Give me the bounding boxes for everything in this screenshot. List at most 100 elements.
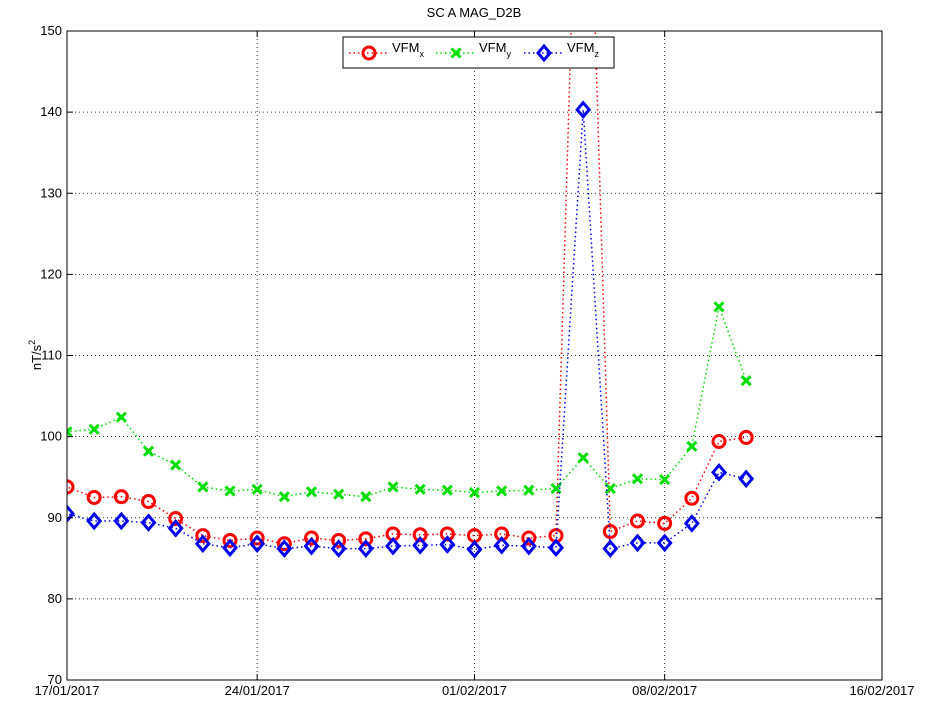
legend-item-y: VFMy xyxy=(436,40,511,59)
x-marker xyxy=(577,452,589,464)
x-marker xyxy=(305,486,318,498)
circle-marker xyxy=(684,490,700,506)
circle-marker xyxy=(602,524,618,540)
x-marker-stroke xyxy=(305,486,318,498)
diamond-marker xyxy=(194,534,211,554)
diamond-marker xyxy=(330,539,347,558)
x-marker xyxy=(450,47,462,59)
x-marker-stroke xyxy=(713,301,725,313)
circle-marker xyxy=(168,511,184,527)
circle-marker xyxy=(630,513,645,529)
x-marker-stroke xyxy=(496,485,508,497)
diamond-marker xyxy=(683,514,700,533)
circle-marker xyxy=(113,489,129,505)
legend-label-subscript: x xyxy=(419,49,424,59)
y-axis-label-superscript: 2 xyxy=(27,340,37,345)
diamond-marker xyxy=(439,535,456,554)
diamond-marker xyxy=(249,534,266,554)
legend-label: VFMx xyxy=(392,40,424,59)
circle-marker xyxy=(276,536,292,552)
x-marker-stroke xyxy=(659,474,671,486)
x-marker-stroke xyxy=(631,473,644,485)
x-marker xyxy=(67,426,73,438)
diamond-marker xyxy=(466,540,483,559)
circle-marker xyxy=(361,45,377,61)
y-axis-label: nT/s2 xyxy=(27,340,44,370)
y-tick-label: 130 xyxy=(40,185,62,200)
x-marker-stroke xyxy=(115,411,127,423)
diamond-marker xyxy=(602,539,619,558)
circle-marker xyxy=(711,433,727,449)
x-marker-stroke xyxy=(604,482,616,495)
diamond-marker xyxy=(385,536,401,556)
y-tick-label: 110 xyxy=(41,348,62,363)
x-marker xyxy=(414,483,426,495)
x-marker xyxy=(197,481,209,493)
x-marker xyxy=(496,485,508,497)
legend-label: VFMz xyxy=(567,40,599,59)
x-marker xyxy=(713,301,725,313)
x-marker xyxy=(686,440,698,452)
x-marker xyxy=(441,484,453,496)
x-marker xyxy=(170,459,182,471)
series-line-y xyxy=(67,304,747,498)
diamond-marker xyxy=(536,43,552,63)
circle-marker xyxy=(86,489,102,505)
diamond-marker xyxy=(303,536,320,556)
x-marker-stroke xyxy=(523,484,535,496)
y-tick-label: 100 xyxy=(40,429,62,444)
x-marker xyxy=(142,445,155,457)
legend: VFMx VFMy VFMz xyxy=(342,36,615,69)
legend-item-x: VFMx xyxy=(349,40,424,61)
y-tick-label: 80 xyxy=(48,591,62,606)
x-marker-stroke xyxy=(278,491,290,503)
x-marker xyxy=(333,488,345,500)
series-line-x xyxy=(67,31,747,545)
x-marker xyxy=(278,491,290,503)
diamond-marker xyxy=(140,513,157,532)
circle-marker xyxy=(67,479,75,495)
circle-marker xyxy=(195,528,211,544)
series-x xyxy=(67,31,754,552)
legend-label-base: VFM xyxy=(567,40,594,55)
diamond-marker xyxy=(167,518,184,538)
diamond-marker xyxy=(548,538,564,558)
circle-marker xyxy=(358,531,374,547)
circle-marker xyxy=(331,532,347,548)
circle-marker xyxy=(141,494,156,510)
diamond-marker xyxy=(520,536,537,556)
diamond-marker xyxy=(629,533,646,553)
diamond-marker xyxy=(493,536,510,555)
diamond-marker xyxy=(656,533,673,553)
x-marker-stroke xyxy=(441,484,453,496)
x-marker xyxy=(740,375,752,387)
x-tick-label: 24/01/2017 xyxy=(225,683,290,698)
x-marker-stroke xyxy=(686,440,698,452)
y-axis-label-base: nT/s xyxy=(29,344,44,370)
circle-marker xyxy=(738,429,754,445)
grid-lines xyxy=(67,31,882,680)
circle-marker xyxy=(439,526,455,542)
y-tick-label: 140 xyxy=(40,104,62,119)
diamond-marker xyxy=(412,536,429,555)
x-marker-stroke xyxy=(67,426,73,434)
x-marker xyxy=(659,474,671,486)
diamond-marker xyxy=(575,100,592,119)
y-tick-label: 120 xyxy=(40,266,62,281)
series-layer xyxy=(67,31,755,559)
x-marker-stroke xyxy=(414,483,426,495)
x-marker-stroke xyxy=(450,47,462,59)
x-marker xyxy=(604,482,616,495)
x-marker-stroke xyxy=(577,452,589,464)
legend-item-z: VFMz xyxy=(524,40,599,63)
x-marker xyxy=(468,487,481,499)
x-marker xyxy=(224,485,236,497)
axis-ticks: 70 80 90 100 110 120 130 140 150 17/01/2017 24/01/… xyxy=(34,23,914,698)
x-marker-stroke xyxy=(740,375,752,387)
x-marker-stroke xyxy=(333,488,345,500)
x-marker-stroke xyxy=(251,483,263,495)
legend-label-base: VFM xyxy=(479,40,506,55)
diamond-marker xyxy=(738,469,755,489)
x-marker xyxy=(251,483,263,495)
